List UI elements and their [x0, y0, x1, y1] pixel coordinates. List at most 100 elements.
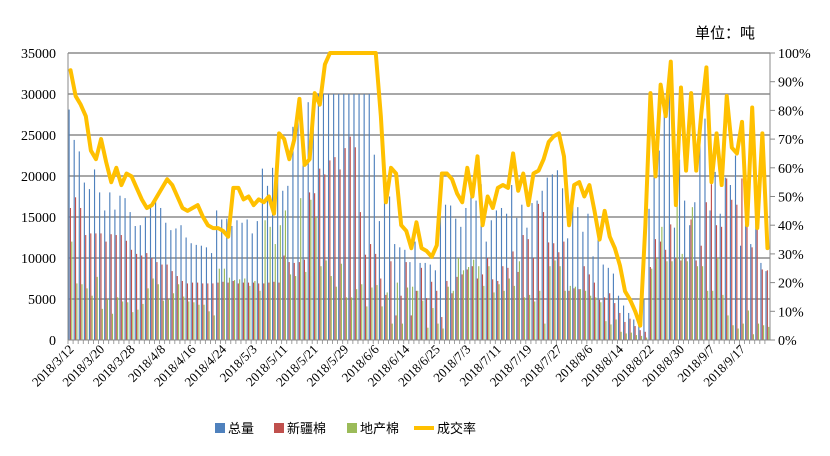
- bar-2: [447, 286, 449, 340]
- bar-2: [432, 308, 434, 340]
- bar-2: [137, 309, 139, 340]
- legend-swatch: [274, 423, 284, 433]
- bar-0: [444, 204, 447, 340]
- bar-0: [383, 192, 386, 340]
- bar-2: [488, 266, 490, 340]
- bar-0: [551, 174, 553, 340]
- bar-2: [671, 261, 673, 340]
- bar-1: [339, 169, 341, 340]
- bar-0: [439, 217, 442, 340]
- y-right-tick-label: 10%: [778, 305, 804, 320]
- bar-2: [81, 284, 83, 340]
- bar-2: [503, 290, 505, 340]
- legend: 总量 新疆棉 地产棉 成交率: [215, 421, 476, 437]
- bar-1: [110, 234, 112, 340]
- bar-0: [333, 94, 335, 340]
- bar-0: [668, 77, 670, 340]
- bar-1: [492, 279, 494, 340]
- bar-1: [303, 259, 306, 340]
- y-right-tick-label: 40%: [778, 219, 804, 234]
- series-line-rate: [68, 51, 770, 328]
- bar-0: [68, 109, 70, 340]
- bar-1: [578, 289, 580, 340]
- bar-0: [541, 190, 543, 340]
- bar-0: [221, 219, 223, 340]
- bar-1: [380, 278, 382, 340]
- bar-2: [244, 278, 246, 340]
- bar-0: [302, 139, 304, 340]
- bar-0: [516, 217, 518, 340]
- bar-2: [651, 268, 653, 340]
- bar-0: [292, 126, 294, 340]
- bar-1: [69, 207, 72, 340]
- bar-2: [132, 312, 134, 340]
- bar-1: [334, 157, 336, 340]
- bar-2: [188, 301, 190, 340]
- bar-1: [130, 249, 133, 340]
- bar-1: [146, 253, 148, 340]
- bar-2: [330, 276, 332, 340]
- y-right-tick-label: 30%: [778, 248, 804, 263]
- bar-1: [497, 280, 499, 340]
- bar-1: [288, 262, 290, 340]
- bar-1: [548, 242, 550, 340]
- bar-1: [273, 281, 275, 340]
- bar-0: [185, 237, 187, 340]
- bar-0: [297, 102, 299, 340]
- bar-0: [740, 245, 742, 340]
- bar-1: [120, 235, 122, 340]
- bar-1: [639, 330, 641, 340]
- bars: [68, 77, 770, 341]
- bar-1: [659, 241, 662, 340]
- bar-0: [429, 264, 431, 340]
- bar-0: [643, 299, 645, 340]
- bar-2: [396, 282, 398, 340]
- bar-2: [691, 207, 693, 340]
- bar-0: [612, 273, 614, 340]
- bar-0: [195, 244, 197, 340]
- bar-2: [193, 302, 195, 340]
- bar-0: [180, 225, 182, 340]
- bar-2: [661, 226, 663, 340]
- bar-0: [587, 213, 589, 340]
- bar-0: [149, 207, 152, 340]
- bar-1: [186, 283, 189, 340]
- bar-1: [507, 267, 509, 340]
- unit-label: 单位：吨: [695, 24, 755, 42]
- bar-2: [757, 323, 760, 340]
- bar-2: [422, 300, 424, 340]
- bar-0: [745, 203, 747, 340]
- bar-1: [487, 258, 489, 340]
- bar-2: [625, 333, 627, 340]
- bar-0: [78, 151, 80, 340]
- y-left-tick-label: 15000: [21, 211, 56, 226]
- bar-2: [646, 337, 648, 340]
- bar-2: [381, 306, 383, 340]
- bar-2: [310, 199, 312, 340]
- bar-2: [386, 292, 388, 340]
- bar-2: [208, 311, 210, 340]
- bar-1: [405, 262, 407, 340]
- bar-1: [202, 283, 204, 340]
- bar-0: [597, 232, 599, 340]
- bar-0: [338, 94, 340, 340]
- bar-0: [348, 94, 350, 340]
- bar-1: [329, 160, 331, 340]
- bar-0: [124, 198, 126, 340]
- bar-0: [450, 205, 452, 340]
- legend-label: 新疆棉: [287, 421, 326, 437]
- legend-label: 成交率: [437, 421, 476, 437]
- bar-1: [700, 245, 702, 340]
- bar-0: [663, 110, 665, 341]
- bar-1: [258, 283, 260, 340]
- bar-0: [327, 94, 330, 340]
- bar-1: [532, 258, 534, 340]
- bar-1: [354, 147, 356, 340]
- bar-1: [425, 298, 428, 340]
- bar-2: [549, 266, 551, 340]
- bar-2: [468, 267, 470, 340]
- bar-2: [228, 277, 231, 340]
- bar-1: [181, 280, 183, 340]
- bar-2: [198, 304, 200, 340]
- bar-0: [617, 295, 620, 340]
